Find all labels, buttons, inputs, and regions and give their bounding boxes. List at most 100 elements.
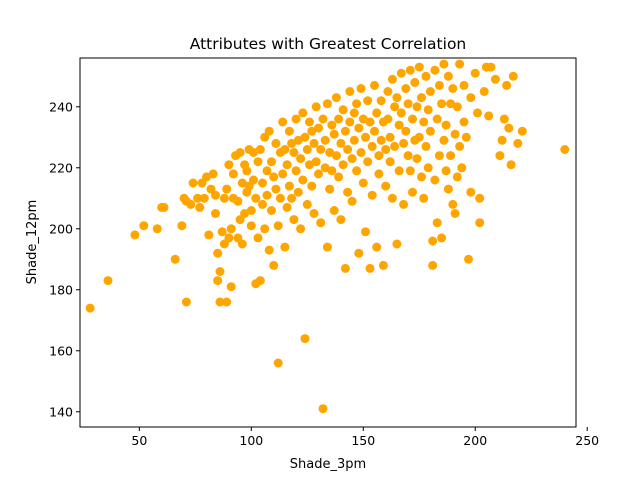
- data-point: [356, 148, 366, 157]
- y-tick-label: 180: [49, 282, 73, 297]
- data-point: [441, 120, 451, 130]
- data-point: [246, 206, 256, 215]
- data-point: [130, 230, 140, 240]
- data-point: [152, 224, 162, 234]
- data-point: [349, 108, 359, 118]
- data-point: [195, 202, 205, 212]
- data-point: [367, 190, 377, 200]
- data-point: [428, 260, 438, 270]
- data-point: [284, 126, 294, 136]
- data-point: [302, 145, 312, 154]
- x-tick-label: 150: [351, 433, 375, 448]
- data-point: [347, 154, 357, 164]
- data-point: [425, 126, 435, 136]
- data-point: [372, 242, 382, 252]
- data-point: [439, 59, 449, 69]
- y-tick-label: 200: [49, 221, 73, 236]
- data-point: [314, 123, 323, 133]
- data-point: [338, 160, 348, 170]
- data-point: [213, 248, 223, 258]
- data-point: [222, 184, 232, 194]
- data-point: [293, 135, 303, 145]
- data-point: [269, 172, 279, 182]
- data-point: [370, 126, 379, 136]
- data-point: [275, 193, 285, 203]
- data-point: [361, 227, 370, 237]
- data-point: [432, 218, 442, 228]
- data-point: [316, 218, 326, 228]
- y-tick-label: 140: [49, 404, 73, 419]
- data-point: [291, 166, 301, 176]
- data-point: [394, 120, 404, 130]
- data-point: [466, 93, 476, 103]
- data-point: [423, 163, 433, 173]
- data-point: [202, 172, 211, 182]
- data-point: [215, 267, 225, 276]
- data-point: [188, 178, 198, 188]
- x-axis-ticks: 50 100 150 200 250: [131, 427, 599, 448]
- data-point: [217, 227, 227, 237]
- data-point: [446, 99, 456, 109]
- data-point: [307, 126, 317, 136]
- data-point: [443, 71, 453, 81]
- data-point: [273, 221, 283, 231]
- data-point: [396, 68, 406, 78]
- x-tick-label: 50: [131, 433, 147, 448]
- data-point: [365, 117, 375, 127]
- data-point: [421, 141, 431, 151]
- data-point: [264, 245, 274, 255]
- data-point: [305, 117, 314, 127]
- data-point: [378, 260, 388, 270]
- data-point: [432, 114, 442, 124]
- data-point: [289, 215, 299, 225]
- data-point: [475, 193, 485, 203]
- data-point: [347, 196, 357, 206]
- data-point: [412, 102, 422, 112]
- data-point: [506, 160, 516, 170]
- data-point: [233, 196, 243, 206]
- data-point: [282, 202, 292, 212]
- data-point: [249, 175, 258, 185]
- data-point: [311, 102, 321, 112]
- data-point: [318, 114, 328, 124]
- data-point: [495, 151, 505, 161]
- data-point: [455, 59, 465, 69]
- data-point: [414, 62, 424, 72]
- y-axis-label: Shade_12pm: [25, 200, 40, 285]
- data-point: [291, 114, 301, 124]
- data-point: [334, 114, 344, 124]
- data-point: [419, 117, 429, 127]
- data-point: [300, 334, 310, 344]
- data-point: [345, 117, 355, 127]
- data-point: [242, 166, 252, 176]
- data-point: [349, 135, 359, 145]
- data-point: [484, 111, 494, 121]
- data-point: [490, 74, 500, 84]
- data-point: [392, 93, 402, 103]
- data-point: [224, 160, 234, 170]
- data-point: [287, 193, 297, 203]
- data-point: [300, 132, 310, 142]
- data-point: [437, 99, 447, 109]
- data-point: [226, 282, 236, 292]
- data-point: [343, 145, 353, 154]
- data-point: [396, 108, 406, 118]
- data-point: [408, 187, 417, 197]
- data-point: [430, 175, 440, 185]
- data-point: [448, 199, 458, 209]
- data-point: [560, 145, 570, 154]
- data-point: [340, 263, 350, 273]
- data-point: [403, 99, 413, 109]
- data-point: [381, 145, 391, 154]
- y-tick-label: 240: [49, 99, 73, 114]
- data-point: [103, 276, 113, 286]
- data-point: [358, 114, 368, 124]
- data-point: [222, 297, 232, 307]
- data-point: [417, 172, 426, 182]
- data-point: [367, 141, 377, 151]
- data-point: [255, 145, 265, 154]
- data-point: [441, 166, 451, 176]
- data-point: [376, 96, 386, 106]
- data-point: [298, 175, 308, 185]
